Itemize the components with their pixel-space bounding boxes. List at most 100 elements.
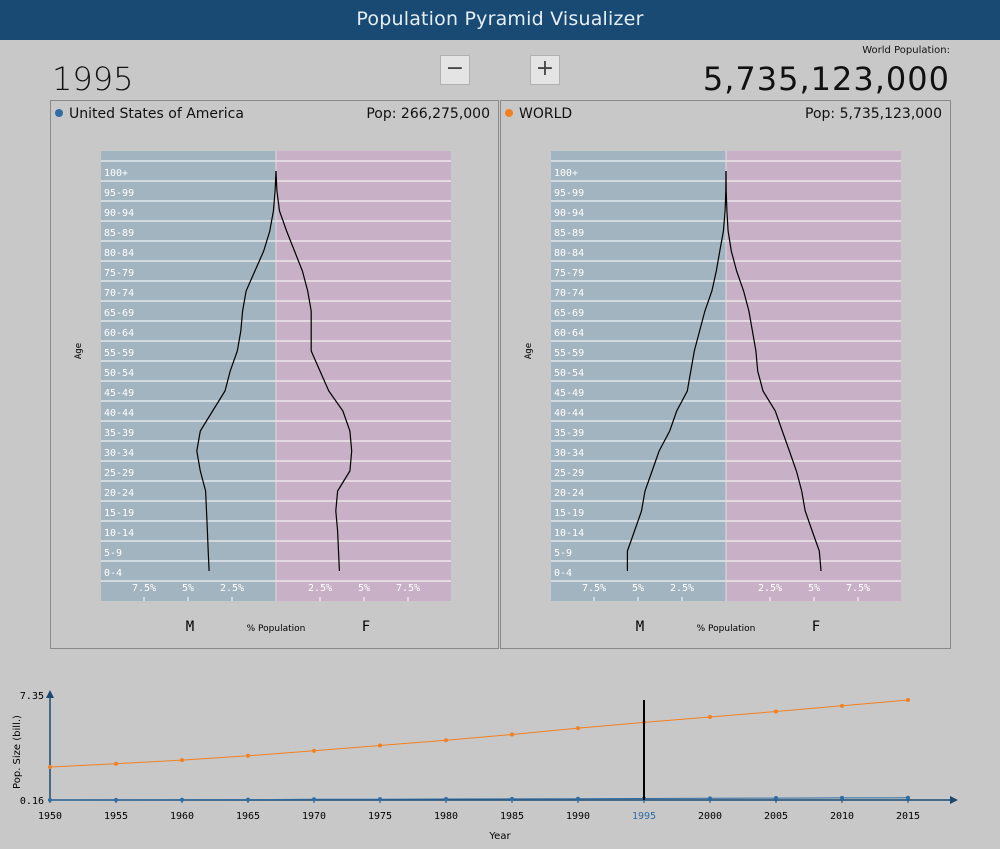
male-population-line [626,170,727,571]
series-point [774,796,778,801]
series-point [708,714,712,719]
age-label: 10-14 [104,528,134,539]
age-label: 60-64 [554,328,584,339]
age-label: 50-54 [104,368,134,379]
pyramid-chart: 0-4 5-9 10-14 15-19 20-24 25-29 30-34 35-39 40-4… [74,151,451,635]
female-label: F [362,619,370,635]
age-label: 80-84 [104,248,134,259]
age-label: 70-74 [554,288,584,299]
age-label: 55-59 [104,348,134,359]
pyramid-panel-usa: United States of America Pop: 266,275,00… [50,100,499,649]
series-line [49,797,909,801]
population-axis-label: % Population [247,624,306,634]
country-name-label: WORLD [519,106,573,122]
population-axis-label: % Population [697,624,756,634]
age-axis-label: Age [74,343,84,359]
x-tick-label: 1960 [170,811,194,822]
x-tick-label: 5% [808,583,820,594]
country-population: Pop: 5,735,123,000 [805,106,942,122]
age-label: 5-9 [554,548,572,559]
age-label: 60-64 [104,328,134,339]
x-tick-label: 1965 [236,811,260,822]
series-point [906,795,910,800]
x-tick-label: 5% [358,583,370,594]
series-point [840,795,844,800]
x-tick-label: 5% [182,583,194,594]
age-label: 90-94 [554,208,584,219]
age-label: 30-34 [104,448,134,459]
country-name[interactable]: United States of America [55,106,244,122]
x-tick-label: 1975 [368,811,392,822]
age-label: 5-9 [104,548,122,559]
age-label: 35-39 [554,428,584,439]
series-point [774,709,778,714]
female-population-line [725,170,822,572]
age-label: 25-29 [104,468,134,479]
population-timeline-chart[interactable]: 7.35 0.16 1950 1955 1960 1965 1970 1975 1980 1985… [0,680,1000,849]
increment-year-button[interactable]: + [530,55,560,85]
male-area [101,151,276,601]
x-tick-label: 2.5% [220,583,244,594]
y-tick-label: 7.35 [20,691,44,702]
x-axis-arrow [950,796,958,804]
app-title: Population Pyramid Visualizer [356,8,644,30]
age-label: 90-94 [104,208,134,219]
age-label: 80-84 [554,248,584,259]
series-point [444,738,448,743]
current-year: 1995 [52,60,134,98]
female-area [726,151,901,601]
series-point [114,797,118,802]
age-label: 25-29 [554,468,584,479]
age-label: 40-44 [554,408,584,419]
series-point [378,743,382,748]
age-label: 100+ [554,168,578,179]
age-label: 85-89 [104,228,134,239]
series-point [906,698,910,702]
series-point [312,748,316,753]
x-tick-label: 1985 [500,811,524,822]
series-point [840,703,844,708]
x-tick-label: 1970 [302,811,326,822]
age-label: 10-14 [554,528,584,539]
country-color-dot [505,109,513,117]
x-tick-label: 1990 [566,811,590,822]
male-label: M [186,619,194,635]
age-label: 70-74 [104,288,134,299]
x-tick-label: 2010 [830,811,854,822]
age-label: 40-44 [104,408,134,419]
x-tick-label: 1955 [104,811,128,822]
x-tick-label: 1980 [434,811,458,822]
y-tick-label: 0.16 [20,796,44,807]
age-label: 45-49 [554,388,584,399]
x-tick-label: 7.5% [846,583,870,594]
country-name[interactable]: WORLD [505,106,572,122]
y-axis-label: Pop. Size (bill.) [12,715,23,789]
age-label: 65-69 [104,308,134,319]
x-tick-label: 7.5% [132,583,156,594]
decrement-year-button[interactable]: − [440,55,470,85]
series-point [708,796,712,801]
age-label: 20-24 [554,488,584,499]
x-tick-label: 2.5% [308,583,332,594]
x-tick-label: 2.5% [670,583,694,594]
series-line [49,699,909,768]
world-population-value: 5,735,123,000 [702,60,950,98]
x-tick-label: 2000 [698,811,722,822]
series-point [180,758,184,763]
series-point [444,797,448,802]
series-point [510,732,514,737]
series-point [114,761,118,766]
age-label: 35-39 [104,428,134,439]
country-name-label: United States of America [69,106,244,122]
female-area [276,151,451,601]
x-tick-label: 2005 [764,811,788,822]
x-tick-label: 2015 [896,811,920,822]
x-axis-label: Year [488,831,511,842]
app-header: Population Pyramid Visualizer [0,0,1000,40]
age-label: 0-4 [554,568,572,579]
series-point [378,797,382,802]
country-color-dot [55,109,63,117]
male-population-line [196,170,277,572]
female-label: F [812,619,820,635]
series-point [576,726,580,731]
